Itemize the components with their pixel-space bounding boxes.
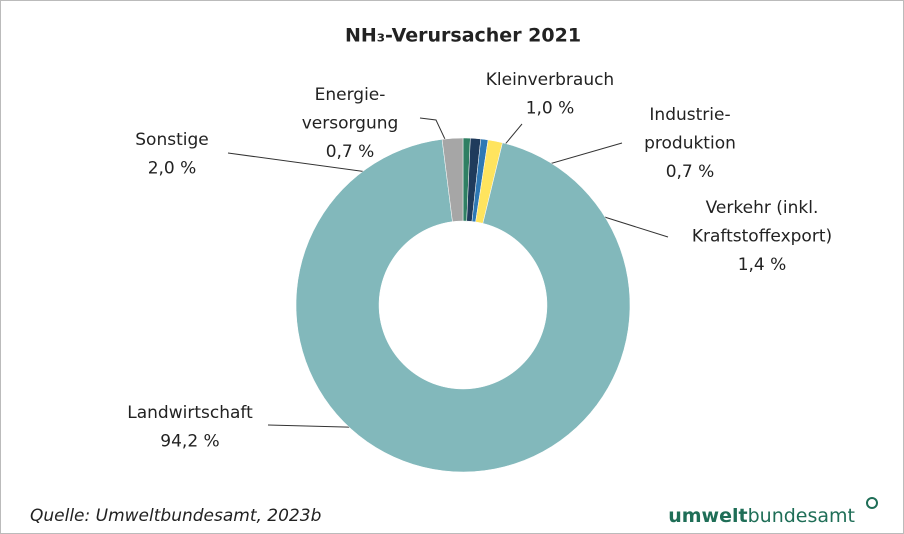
- donut-segment: [295, 139, 631, 473]
- value-label: 1,0 %: [526, 99, 575, 119]
- value-label: 0,7 %: [666, 162, 715, 182]
- logo-icon: [866, 497, 878, 509]
- category-label: Verkehr (inkl.: [706, 198, 819, 218]
- category-label: versorgung: [302, 114, 399, 134]
- logo-normal: bundesamt: [748, 505, 855, 527]
- category-label: Kraftstoffexport): [692, 227, 832, 247]
- category-label: Industrie-: [649, 105, 730, 125]
- category-label: Landwirtschaft: [127, 403, 253, 423]
- donut-segment: [441, 137, 464, 222]
- chart-title: NH₃-Verursacher 2021: [345, 25, 581, 47]
- value-label: 0,7 %: [326, 142, 375, 162]
- category-label: Kleinverbrauch: [486, 70, 614, 90]
- category-label: Sonstige: [135, 130, 208, 150]
- value-label: 2,0 %: [148, 159, 197, 179]
- value-label: 1,4 %: [738, 255, 787, 275]
- category-label: produktion: [644, 134, 736, 154]
- category-label: Energie-: [315, 85, 386, 105]
- logo-bold: umwelt: [668, 505, 747, 527]
- logo: umweltbundesamt: [668, 505, 855, 527]
- value-label: 94,2 %: [160, 432, 219, 452]
- source: Quelle: Umweltbundesamt, 2023b: [30, 506, 321, 526]
